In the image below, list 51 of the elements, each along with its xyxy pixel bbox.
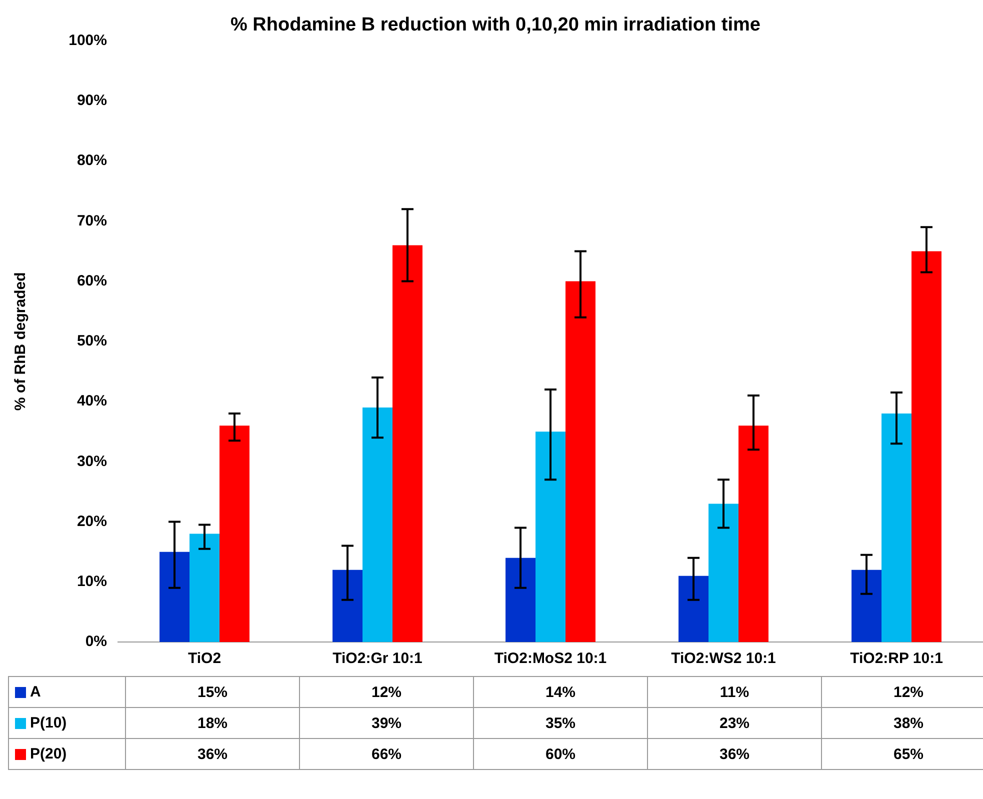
- y-tick-label: 10%: [76, 573, 107, 590]
- bar: [362, 408, 392, 642]
- data-label: 39%: [300, 708, 474, 738]
- bar: [882, 414, 912, 642]
- y-tick-label: 50%: [76, 332, 107, 350]
- data-label: 38%: [822, 708, 983, 738]
- bar: [392, 245, 422, 642]
- bar: [565, 281, 596, 642]
- bar: [190, 534, 220, 642]
- bar: [678, 576, 709, 642]
- y-tick-label: 70%: [76, 212, 107, 230]
- data-label: 15%: [126, 676, 300, 708]
- bar: [911, 251, 942, 642]
- y-axis-title: % of RhB degraded: [12, 272, 30, 411]
- bar: [332, 570, 363, 642]
- legend-label: A: [30, 684, 41, 701]
- data-label: 60%: [474, 738, 648, 770]
- y-tick-label: 80%: [76, 152, 107, 170]
- data-label: 65%: [822, 738, 983, 770]
- x-tick-label: TiO2:RP 10:1: [850, 650, 943, 668]
- y-tick-label: 60%: [76, 272, 107, 290]
- data-label: 12%: [822, 676, 983, 708]
- bar: [160, 552, 190, 642]
- data-label: 36%: [648, 738, 822, 770]
- data-label: 23%: [648, 708, 822, 738]
- bar: [738, 426, 768, 642]
- x-tick-label: TiO2: [188, 650, 222, 668]
- y-tick-label: 30%: [76, 452, 107, 470]
- x-tick-label: TiO2:MoS2 10:1: [494, 650, 607, 668]
- y-tick-label: 0%: [85, 633, 107, 650]
- y-tick-label: 40%: [76, 392, 107, 410]
- y-tick-label: 100%: [68, 32, 107, 49]
- x-tick-label: TiO2:WS2 10:1: [671, 650, 776, 668]
- x-tick-label: TiO2:Gr 10:1: [332, 650, 422, 668]
- bar: [708, 504, 738, 642]
- bar: [219, 426, 250, 642]
- data-label: 35%: [474, 708, 648, 738]
- chart-title: % Rhodamine B reduction with 0,10,20 min irradiation time: [230, 14, 760, 36]
- bar: [536, 432, 566, 642]
- legend-label: P(10): [30, 714, 67, 732]
- y-tick-label: 90%: [76, 92, 107, 110]
- bar: [506, 558, 536, 642]
- data-label: 12%: [300, 676, 474, 708]
- data-label: 66%: [300, 738, 474, 770]
- data-label: 14%: [474, 676, 648, 708]
- legend-label: P(20): [30, 746, 67, 763]
- data-label: 36%: [126, 738, 300, 770]
- data-label: 11%: [648, 676, 822, 708]
- bar: [852, 570, 882, 642]
- data-label: 18%: [126, 708, 300, 738]
- y-tick-label: 20%: [76, 512, 107, 530]
